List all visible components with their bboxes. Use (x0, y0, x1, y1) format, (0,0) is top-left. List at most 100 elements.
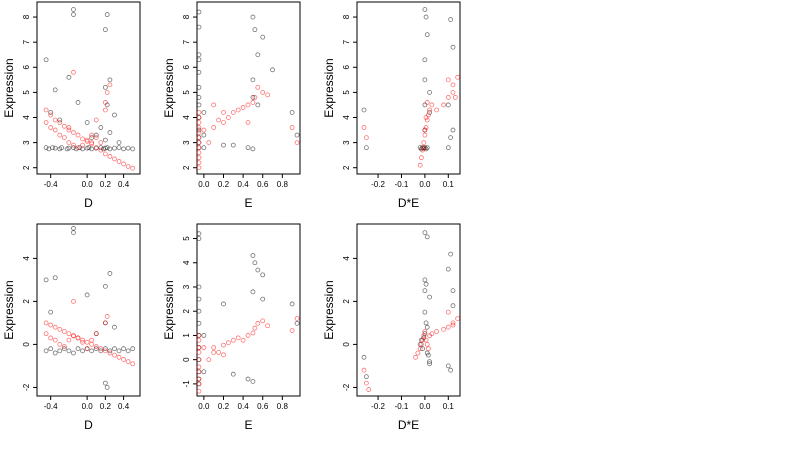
data-point (201, 333, 207, 338)
data-point (102, 283, 108, 289)
data-point (424, 341, 430, 347)
scatter-panel: -0.4 0.0 0.2 0.4 2 3 4 5 6 7 8 D Expression (2, 1, 141, 210)
data-point (93, 117, 99, 123)
data-point (98, 125, 104, 130)
data-point (422, 132, 428, 138)
data-point (84, 292, 90, 298)
data-point (104, 314, 110, 319)
data-point (211, 345, 217, 350)
data-point (420, 147, 425, 153)
data-point (250, 95, 256, 100)
data-point (455, 316, 461, 322)
data-point (245, 120, 251, 125)
data-point (294, 320, 300, 326)
data-point (445, 77, 451, 83)
x-tick-label: 0.0 (82, 180, 94, 189)
data-point (289, 110, 295, 115)
data-point (104, 145, 110, 151)
data-point (289, 125, 295, 130)
data-point (423, 125, 429, 130)
data-point (84, 137, 90, 143)
data-point (448, 367, 454, 373)
data-point (448, 135, 454, 140)
data-point (196, 69, 202, 75)
data-point (196, 110, 202, 115)
data-point (250, 14, 256, 20)
data-point (424, 234, 430, 240)
data-point (450, 320, 456, 326)
scatter-panel: -0.2 -0.1 0.0 0.1 -2 0 2 4 D*E Expression (322, 223, 461, 432)
data-point (450, 303, 456, 309)
data-point (413, 354, 418, 360)
data-point (107, 82, 113, 88)
data-point (196, 9, 202, 15)
data-point (250, 253, 256, 258)
data-point (102, 84, 108, 90)
scatter-panel: 0.0 0.2 0.4 0.6 0.8 -1 0 1 2 3 4 5 E Expression (162, 223, 301, 432)
x-tick-label: 0.4 (238, 402, 250, 411)
y-tick-label: 8 (22, 14, 31, 19)
data-point (196, 296, 202, 302)
data-point (196, 160, 202, 166)
data-point (57, 120, 63, 125)
data-point (196, 57, 202, 63)
data-point (289, 328, 295, 333)
y-tick-label: 3 (182, 140, 191, 145)
data-point (196, 165, 202, 171)
x-tick-label: -0.1 (395, 402, 409, 411)
y-tick-label: 2 (22, 299, 31, 304)
y-tick-label: 4 (182, 115, 191, 120)
plot-frame (196, 223, 301, 397)
data-point (363, 380, 369, 386)
data-point (102, 320, 108, 326)
data-point (52, 337, 58, 343)
data-point (43, 120, 49, 125)
data-point (424, 350, 430, 356)
data-point (196, 381, 202, 387)
data-point (66, 140, 72, 146)
data-point (221, 142, 226, 148)
data-point (57, 132, 63, 138)
data-point (43, 348, 49, 354)
data-point (61, 346, 67, 352)
data-point (57, 326, 63, 332)
data-point (121, 357, 126, 362)
y-tick-label: 2 (342, 165, 351, 170)
data-point (294, 140, 300, 146)
data-point (59, 145, 65, 151)
data-point (61, 344, 67, 349)
data-point (196, 369, 202, 375)
data-point (422, 127, 428, 133)
data-point (84, 346, 90, 352)
data-point (107, 146, 113, 152)
data-point (448, 17, 454, 22)
data-point (196, 345, 202, 350)
data-point (250, 100, 256, 105)
data-point (422, 77, 428, 83)
x-tick-label: 0.0 (198, 402, 210, 411)
data-point (206, 140, 212, 146)
data-point (363, 135, 369, 140)
data-point (66, 145, 72, 151)
data-point (250, 146, 256, 152)
plot-frame (36, 223, 141, 397)
data-point (424, 32, 430, 38)
data-point (441, 102, 447, 108)
data-point (196, 308, 202, 314)
data-point (418, 341, 424, 347)
data-point (230, 371, 236, 377)
x-axis-title: D (84, 418, 93, 432)
data-point (363, 145, 369, 151)
data-point (230, 337, 236, 343)
data-point (423, 320, 429, 326)
data-point (71, 350, 76, 356)
data-point (427, 110, 432, 115)
data-point (450, 44, 456, 50)
data-point (196, 127, 202, 133)
data-point (102, 346, 108, 352)
data-point (434, 107, 439, 113)
data-point (423, 115, 429, 120)
y-tick-label: 6 (182, 65, 191, 70)
data-point (250, 379, 256, 384)
data-point (102, 380, 108, 386)
